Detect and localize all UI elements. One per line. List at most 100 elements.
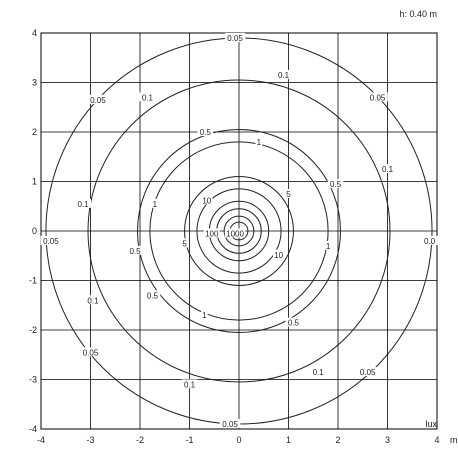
contour-label-backdrop: [181, 379, 198, 389]
contour-label-backdrop: [203, 228, 220, 238]
x-tick-label: -3: [86, 435, 94, 445]
contour-label: 1: [324, 240, 332, 251]
isoline-500: [223, 215, 255, 247]
contour-label-text: 1000: [226, 229, 244, 238]
contour-label-backdrop: [201, 195, 213, 205]
contour-label-backdrop: [224, 228, 246, 238]
contour-label-text: 0.5: [288, 319, 300, 328]
contour-label: 0.05: [40, 235, 62, 246]
contour-label-text: 10: [274, 251, 283, 260]
isoline-5: [184, 176, 294, 286]
contour-label: 1000: [224, 228, 246, 238]
x-tick-label: 4: [434, 435, 439, 445]
y-tick-label: -1: [29, 276, 37, 286]
y-tick-label: 1: [32, 177, 37, 187]
contour-label: 0.05: [80, 347, 101, 357]
grid: [40, 32, 438, 430]
contour-label-text: 0.05: [83, 348, 99, 357]
contour-label: 10: [201, 195, 213, 205]
contour-label: 0.5: [127, 245, 143, 256]
contour-label-text: 5: [286, 190, 291, 199]
x-axis-label: m: [450, 435, 458, 445]
contour-label-text: 0.0: [424, 237, 436, 246]
contour-label-backdrop: [127, 245, 143, 255]
x-tick-label: -1: [185, 435, 193, 445]
contour-label-text: 0.05: [227, 34, 243, 43]
contour-label: 1: [201, 310, 208, 320]
contour-label-backdrop: [139, 92, 156, 102]
contour-label: 0.1: [85, 295, 101, 305]
contour-label-text: 0.1: [382, 165, 394, 174]
y-tick-label: 0: [32, 226, 37, 236]
contour-label-backdrop: [367, 92, 388, 102]
contour-label-text: 0.5: [147, 291, 159, 300]
x-tick-label: -2: [136, 435, 144, 445]
contour-label: 0.05: [367, 92, 388, 102]
contour-label: 0.5: [144, 290, 161, 300]
contour-label: 0.05: [224, 32, 246, 43]
contour-label-backdrop: [75, 198, 91, 208]
contour-label: 0.5: [285, 317, 302, 328]
unit-label: lux: [425, 419, 437, 429]
contour-label: 0.05: [357, 367, 378, 377]
contour-label: 0.1: [181, 379, 198, 389]
contour-label-backdrop: [87, 94, 109, 104]
contour-label-backdrop: [273, 249, 285, 259]
contour-label-backdrop: [310, 367, 327, 377]
contour-label-text: 1: [153, 200, 158, 209]
x-tick-label: 2: [335, 435, 340, 445]
contour-label-text: 10: [202, 196, 211, 205]
contour-label-text: 0.05: [43, 237, 59, 246]
contour-label: 0.0: [421, 235, 438, 246]
contour-label: 0.5: [197, 127, 214, 137]
contour-label-backdrop: [357, 367, 378, 377]
contour-label: 0.05: [87, 94, 109, 105]
contour-label: 10: [273, 249, 285, 260]
contour-label-backdrop: [144, 290, 161, 300]
contour-label-text: 0.1: [142, 93, 154, 102]
y-tick-label: -4: [29, 424, 37, 434]
contour-label-backdrop: [151, 198, 159, 208]
y-tick-label: -3: [29, 375, 37, 385]
contour-label-backdrop: [201, 310, 208, 320]
contour-label: 0.05: [219, 419, 241, 429]
contour-label: 0.5: [327, 178, 344, 189]
contour-label: 1: [255, 136, 263, 147]
contour-label: 0.1: [75, 198, 91, 209]
contour-label-backdrop: [219, 419, 241, 429]
contour-label-text: 1: [257, 138, 262, 147]
x-tick-labels: -4 -3 -2 -1 0 1 2 3 4: [37, 435, 440, 445]
contour-label: 0.1: [139, 92, 156, 102]
y-tick-label: -2: [29, 325, 37, 335]
y-tick-labels: -4 -3 -2 -1 0 1 2 3 4: [29, 28, 37, 434]
x-tick-label: -4: [37, 435, 45, 445]
contour-label-backdrop: [285, 188, 292, 198]
contour-label-backdrop: [197, 127, 214, 136]
contour-label-text: 0.1: [184, 380, 196, 389]
isoline-0.5: [137, 129, 341, 333]
contour-label: 1: [151, 198, 159, 209]
y-tick-label: 4: [32, 28, 37, 38]
contour-label-backdrop: [224, 32, 246, 42]
contour-label-backdrop: [85, 295, 101, 305]
contour-label-backdrop: [80, 347, 101, 357]
contour-label-text: 1: [326, 242, 331, 251]
contour-label-text: 5: [182, 239, 187, 248]
contour-label-backdrop: [327, 178, 344, 188]
contour-label-backdrop: [379, 164, 396, 174]
contour-labels: 0.05 0.05 0.05 0.05 0.05 0.05 0.05 0.0 0.1 0.1 0.1…: [40, 32, 438, 429]
contour-label-text: 0.1: [78, 200, 90, 209]
contour-label-backdrop: [275, 70, 292, 80]
isoline-1: [149, 141, 329, 321]
contour-label-backdrop: [40, 235, 62, 245]
contour-label-text: 0.5: [330, 180, 342, 189]
contour-label-text: 0.1: [87, 296, 99, 305]
contour-label: 0.1: [275, 70, 292, 80]
contour-label-text: 1: [202, 311, 207, 320]
contour-label-text: 0.05: [370, 93, 386, 102]
contour-label-backdrop: [421, 235, 438, 245]
x-tick-label: 0: [236, 435, 241, 445]
contour-label-text: 100: [205, 229, 219, 238]
contour-label-backdrop: [285, 317, 302, 327]
contour-label-text: 0.05: [222, 420, 238, 429]
